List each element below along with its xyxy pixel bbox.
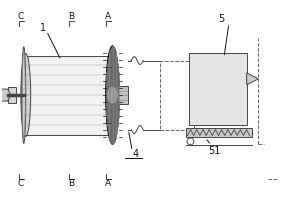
Ellipse shape (106, 46, 119, 144)
Text: C: C (18, 179, 24, 188)
Text: 1: 1 (40, 23, 46, 33)
Bar (118, 86, 128, 104)
Text: A: A (104, 179, 111, 188)
Bar (8, 87, 16, 103)
Text: B: B (68, 12, 74, 21)
Ellipse shape (106, 86, 119, 104)
Text: B: B (68, 179, 74, 188)
Bar (185, 128, 252, 137)
Text: 5: 5 (218, 14, 224, 24)
Text: 51: 51 (208, 146, 220, 156)
Text: C: C (18, 12, 24, 21)
Text: 4: 4 (132, 149, 138, 159)
Bar (160, 61, 194, 130)
Text: A: A (104, 12, 111, 21)
Bar (24, 56, 111, 135)
Bar (189, 53, 247, 125)
Polygon shape (247, 73, 259, 85)
Circle shape (187, 138, 194, 145)
Ellipse shape (21, 54, 31, 136)
Ellipse shape (22, 47, 26, 143)
